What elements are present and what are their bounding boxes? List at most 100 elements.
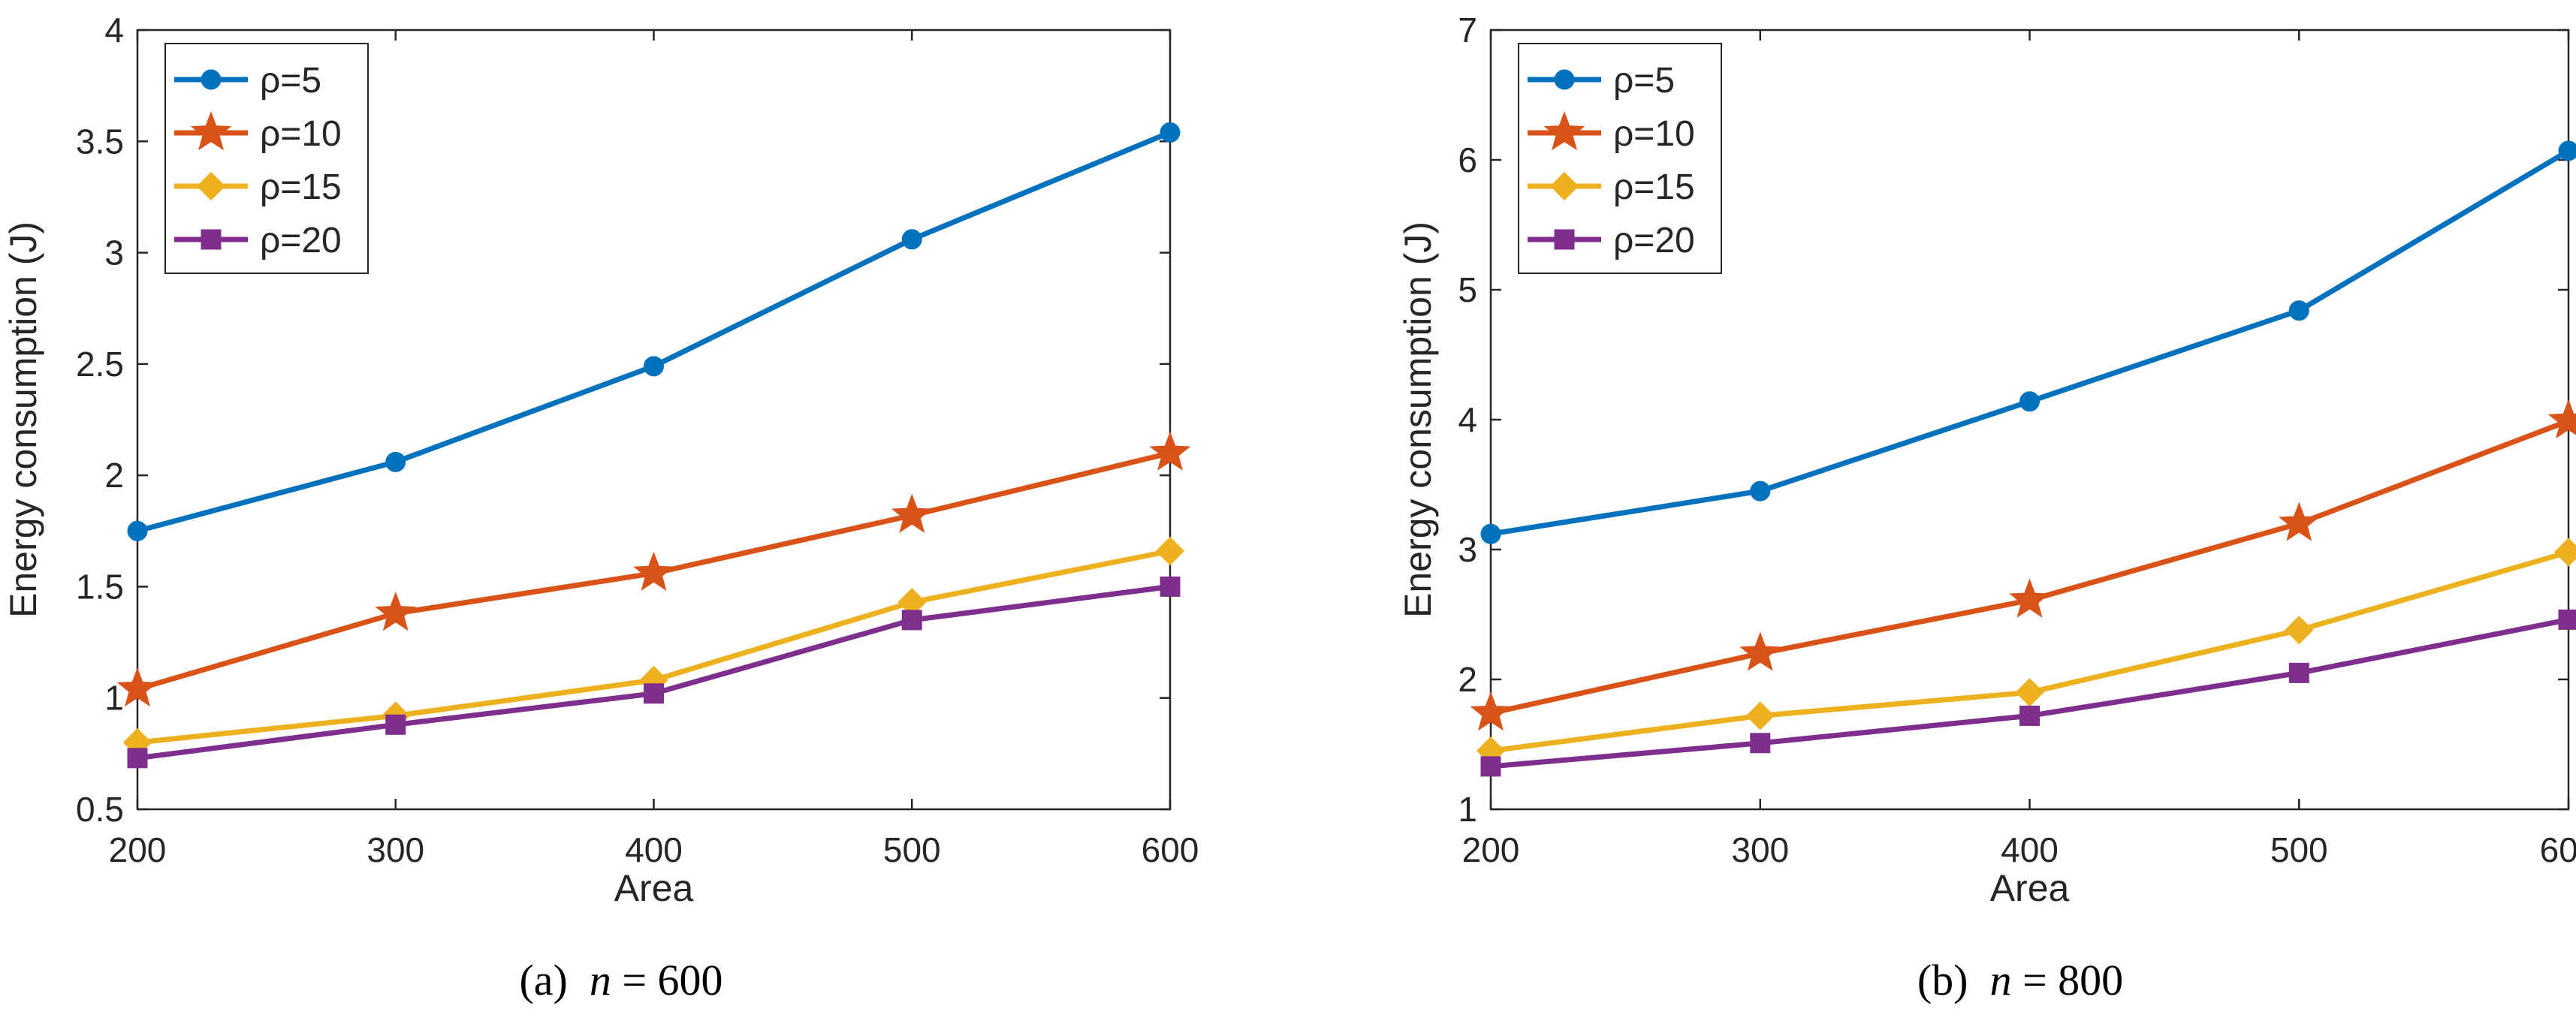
y-tick-label: 1 [1458,790,1477,829]
y-tick-label: 2 [104,456,124,495]
y-axis-label: Energy consumption (J) [1397,221,1439,618]
legend-item: ρ=5 [174,61,321,101]
x-tick-label: 400 [2001,830,2059,869]
data-point [2009,578,2050,618]
data-point [2285,616,2314,645]
data-point [644,356,664,377]
series-4 [1480,609,2576,777]
data-point [2553,538,2576,567]
legend-item: ρ=15 [1528,167,1695,207]
legend-marker [196,171,226,201]
data-point [1160,122,1181,143]
data-point [116,667,158,707]
caption-variable: n [590,956,611,1004]
legend-marker [190,111,232,151]
data-point [1750,480,1771,501]
y-tick-label: 4 [1458,400,1477,439]
data-point [2019,391,2040,412]
series-1 [127,122,1181,541]
data-point [127,748,148,769]
legend-marker [1543,111,1585,151]
y-tick-label: 6 [1458,140,1477,179]
x-tick-label: 600 [2540,830,2576,869]
legend-marker [1554,229,1575,250]
data-point [2558,140,2576,161]
y-tick-label: 3.5 [76,122,124,161]
caption-space [2011,956,2022,1004]
legend-marker [1554,69,1575,90]
data-point [891,493,933,533]
y-tick-label: 5 [1458,270,1477,309]
caption-eq: = [622,956,647,1004]
data-point [385,451,406,472]
x-tick-label: 300 [1731,830,1789,869]
caption-prefix: (a) [519,956,567,1004]
caption-space [647,956,658,1004]
data-point [2015,678,2044,707]
data-point [1149,431,1191,471]
caption-space [611,956,623,1004]
x-axis-label: Area [614,867,694,909]
panel-caption: (b) n = 800 [1917,956,2123,1004]
data-point [1470,691,1512,731]
data-point [127,520,148,541]
series-2 [1470,399,2576,731]
data-point [1745,701,1775,730]
series-1 [1480,140,2576,544]
x-tick-label: 500 [2270,830,2328,869]
caption-space [1968,956,1989,1004]
panel-caption: (a) n = 600 [519,956,722,1004]
y-tick-label: 7 [1458,11,1477,50]
y-axis-label: Energy consumption (J) [2,221,44,618]
x-tick-label: 500 [883,830,941,869]
data-point [2547,399,2576,439]
data-point [901,229,922,250]
legend-item: ρ=10 [174,111,342,154]
data-point [375,592,417,631]
data-point [1155,536,1185,566]
legend-label: ρ=20 [260,221,342,261]
legend-marker [1549,171,1579,201]
legend-marker [201,229,222,250]
x-tick-label: 600 [1142,830,1199,869]
data-point [2288,662,2309,683]
y-tick-label: 1.5 [76,567,124,606]
legend-label: ρ=20 [1613,221,1695,261]
legend: ρ=5 ρ=10 ρ=15 ρ=20 [164,43,369,274]
legend-item: ρ=15 [174,167,342,207]
legend-label: ρ=10 [1613,114,1695,154]
data-point [633,551,674,591]
y-tick-label: 4 [104,11,124,50]
caption-prefix: (b) [1917,956,1968,1004]
legend-item: ρ=20 [174,221,342,261]
x-tick-label: 300 [366,830,424,869]
caption-variable: n [1989,956,2011,1004]
data-point [1739,631,1781,671]
data-point [385,714,406,735]
caption-space [568,956,590,1004]
data-point [1480,756,1501,777]
x-tick-label: 200 [1462,830,1520,869]
legend-item: ρ=20 [1528,221,1695,261]
x-axis-label: Area [1990,867,2070,909]
legend-marker [201,69,222,90]
legend-label: ρ=10 [260,114,342,154]
legend-label: ρ=5 [260,61,321,101]
legend-item: ρ=5 [1528,61,1675,101]
data-point [2278,501,2320,541]
y-tick-label: 3 [104,233,124,273]
data-point [1750,733,1771,754]
y-tick-label: 2 [1458,660,1477,699]
caption-eq: = [2022,956,2047,1004]
data-point [2019,705,2040,726]
caption-value: 600 [658,956,723,1004]
y-tick-label: 3 [1458,530,1477,569]
data-point [644,683,664,704]
y-tick-label: 0.5 [76,790,124,829]
caption-value: 800 [2058,956,2123,1004]
chart-panel-b: 200 300 400 500 600 1 2 3 4 5 6 7 Area Energy consump… [1397,11,2576,1004]
data-point [2558,609,2576,630]
legend: ρ=5 ρ=10 ρ=15 ρ=20 [1518,43,1722,274]
y-tick-label: 2.5 [76,345,124,384]
